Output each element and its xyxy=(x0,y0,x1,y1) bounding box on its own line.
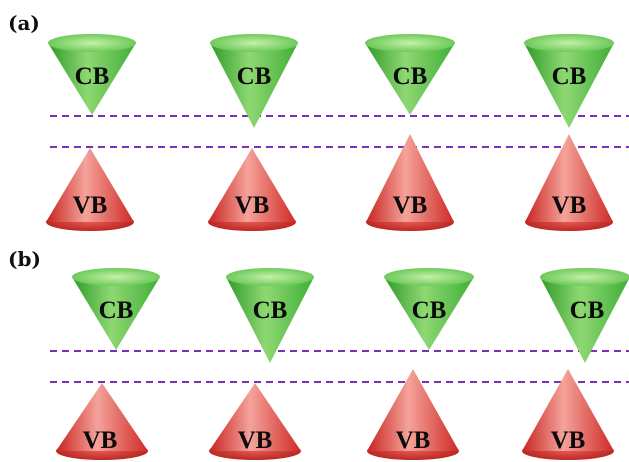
vb-label: VB xyxy=(235,192,270,219)
cb-label: CB xyxy=(552,63,587,90)
cb-label: CB xyxy=(75,63,110,90)
conduction-band-cone: CB xyxy=(540,268,629,363)
cone-pair-b4: CB VB xyxy=(522,268,629,460)
vb-label: VB xyxy=(73,192,108,219)
cb-label: CB xyxy=(237,63,272,90)
panel-label-a: (a) xyxy=(8,11,40,35)
cone-pair-a1: CB VB xyxy=(46,34,136,231)
vb-label: VB xyxy=(552,192,587,219)
valence-band-cone: VB xyxy=(525,134,613,231)
vb-label: VB xyxy=(238,427,273,454)
cone-pair-b3: CB VB xyxy=(367,268,474,460)
cb-label: CB xyxy=(570,297,605,324)
vb-label: VB xyxy=(396,427,431,454)
vb-label: VB xyxy=(83,427,118,454)
cb-label: CB xyxy=(393,63,428,90)
valence-band-cone: VB xyxy=(366,134,454,231)
cone-pair-a3: CB VB xyxy=(365,34,455,231)
cb-label: CB xyxy=(99,297,134,324)
vb-label: VB xyxy=(551,427,586,454)
valence-band-cone: VB xyxy=(208,148,296,231)
panel-b: (b) CB VB CB xyxy=(8,247,629,460)
valence-band-cone: VB xyxy=(209,383,301,460)
conduction-band-cone: CB xyxy=(48,34,136,115)
cone-pair-b1: CB VB xyxy=(56,268,160,460)
valence-band-cone: VB xyxy=(522,369,614,460)
conduction-band-cone: CB xyxy=(365,34,455,115)
valence-band-cone: VB xyxy=(46,148,134,231)
conduction-band-cone: CB xyxy=(72,268,160,350)
conduction-band-cone: CB xyxy=(524,34,614,128)
panel-a: (a) CB VB CB xyxy=(8,11,629,231)
vb-label: VB xyxy=(393,192,428,219)
conduction-band-cone: CB xyxy=(210,34,298,128)
cb-label: CB xyxy=(412,297,447,324)
valence-band-cone: VB xyxy=(367,369,459,460)
cb-label: CB xyxy=(253,297,288,324)
cone-pair-a2: CB VB xyxy=(208,34,298,231)
conduction-band-cone: CB xyxy=(384,268,474,350)
panel-label-b: (b) xyxy=(8,247,41,271)
cone-pair-a4: CB VB xyxy=(524,34,614,231)
valence-band-cone: VB xyxy=(56,383,148,460)
cone-pair-b2: CB VB xyxy=(209,268,314,460)
conduction-band-cone: CB xyxy=(226,268,314,363)
